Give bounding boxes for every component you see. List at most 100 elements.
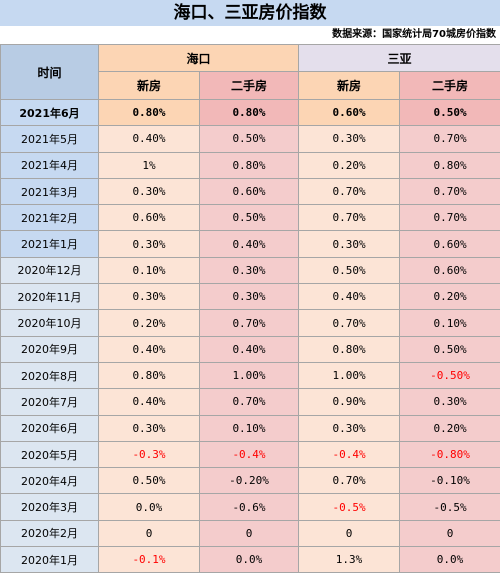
date-cell: 2020年9月 — [0, 335, 99, 363]
sanya-used-cell: 0.80% — [399, 151, 500, 179]
table-row: 2020年3月 0.0% -0.6% -0.5% -0.5% — [0, 493, 500, 521]
haikou-used-cell: -0.20% — [198, 467, 300, 495]
table-row: 2020年7月 0.40% 0.70% 0.90% 0.30% — [0, 388, 500, 416]
sanya-new-cell: 0.30% — [298, 414, 401, 442]
date-cell: 2021年4月 — [0, 151, 99, 179]
table-row: 2020年1月 -0.1% 0.0% 1.3% 0.0% — [0, 546, 500, 574]
haikou-used-cell: 0.40% — [198, 230, 300, 258]
header-row-cities: 时间 海口 三亚 — [0, 44, 500, 100]
haikou-new-cell: 0.60% — [98, 204, 200, 232]
haikou-used-header: 二手房 — [198, 71, 300, 100]
date-cell: 2020年8月 — [0, 361, 99, 390]
haikou-new-cell: 0.50% — [98, 467, 200, 495]
table-row: 2020年12月 0.10% 0.30% 0.50% 0.60% — [0, 256, 500, 285]
table-row: 2021年6月 0.80% 0.80% 0.60% 0.50% — [0, 98, 500, 127]
haikou-used-cell: 0.80% — [198, 151, 300, 179]
sanya-used-cell: -0.50% — [399, 361, 500, 390]
table-row: 2021年3月 0.30% 0.60% 0.70% 0.70% — [0, 177, 500, 206]
haikou-new-cell: 0.0% — [98, 493, 200, 521]
haikou-used-cell: 0 — [198, 519, 300, 548]
date-cell: 2021年5月 — [0, 125, 99, 153]
sanya-new-cell: 0.30% — [298, 125, 401, 153]
date-cell: 2021年6月 — [0, 98, 99, 127]
table-row: 2020年5月 -0.3% -0.4% -0.4% -0.80% — [0, 440, 500, 469]
haikou-new-cell: 0.40% — [98, 335, 200, 363]
date-cell: 2020年1月 — [0, 546, 99, 574]
date-cell: 2020年4月 — [0, 467, 99, 495]
table-body: 2021年6月 0.80% 0.80% 0.60% 0.50% 2021年5月 0.40% 0… — [0, 98, 500, 574]
sanya-used-cell: 0.20% — [399, 414, 500, 442]
sanya-new-cell: 0.70% — [298, 204, 401, 232]
sanya-used-cell: 0.0% — [399, 546, 500, 574]
haikou-new-cell: 0.30% — [98, 283, 200, 311]
haikou-used-cell: 0.60% — [198, 177, 300, 206]
sanya-used-cell: 0.20% — [399, 283, 500, 311]
sanya-new-cell: 0.50% — [298, 256, 401, 285]
city-header-sanya: 三亚 — [298, 44, 500, 72]
date-cell: 2020年12月 — [0, 256, 99, 285]
sanya-new-cell: 0.80% — [298, 335, 401, 363]
sheet-title: 海口、三亚房价指数 — [0, 0, 500, 26]
haikou-used-cell: 0.0% — [198, 546, 300, 574]
date-cell: 2020年11月 — [0, 283, 99, 311]
haikou-new-cell: 0 — [98, 519, 200, 548]
haikou-new-cell: 0.80% — [98, 361, 200, 390]
table-row: 2020年2月 0 0 0 0 — [0, 519, 500, 548]
haikou-new-header: 新房 — [98, 71, 200, 100]
header-row-types: 新房 二手房 新房 二手房 — [1, 71, 500, 100]
table-row: 2021年2月 0.60% 0.50% 0.70% 0.70% — [0, 204, 500, 232]
sanya-new-cell: 0.60% — [298, 98, 401, 127]
haikou-new-cell: 0.30% — [98, 230, 200, 258]
haikou-used-cell: 0.30% — [198, 283, 300, 311]
date-cell: 2020年3月 — [0, 493, 99, 521]
sanya-used-cell: 0.70% — [399, 204, 500, 232]
sanya-new-cell: -0.5% — [298, 493, 401, 521]
sanya-new-cell: 0.20% — [298, 151, 401, 179]
haikou-used-cell: 0.30% — [198, 256, 300, 285]
table-row: 2021年5月 0.40% 0.50% 0.30% 0.70% — [0, 125, 500, 153]
time-header: 时间 — [0, 44, 99, 100]
haikou-used-cell: 0.70% — [198, 309, 300, 337]
sanya-new-cell: 0.70% — [298, 309, 401, 337]
table-row: 2020年10月 0.20% 0.70% 0.70% 0.10% — [0, 309, 500, 337]
date-cell: 2020年2月 — [0, 519, 99, 548]
haikou-new-cell: 0.30% — [98, 414, 200, 442]
haikou-new-cell: 0.80% — [98, 98, 200, 127]
table-row: 2021年1月 0.30% 0.40% 0.30% 0.60% — [0, 230, 500, 258]
haikou-used-cell: 0.10% — [198, 414, 300, 442]
date-cell: 2020年7月 — [0, 388, 99, 416]
haikou-new-cell: 0.30% — [98, 177, 200, 206]
sanya-used-cell: 0.50% — [399, 335, 500, 363]
sanya-used-cell: 0 — [399, 519, 500, 548]
sanya-new-cell: 0.70% — [298, 177, 401, 206]
table-row: 2020年4月 0.50% -0.20% 0.70% -0.10% — [0, 467, 500, 495]
price-index-table: 时间 海口 三亚 新房 二手房 新房 二手房 2021年6月 0.80% 0.80%… — [0, 44, 500, 574]
sanya-new-header: 新房 — [298, 71, 401, 100]
haikou-used-cell: -0.4% — [198, 440, 300, 469]
sanya-used-cell: 0.60% — [399, 256, 500, 285]
sanya-new-cell: 0.30% — [298, 230, 401, 258]
haikou-new-cell: 0.40% — [98, 388, 200, 416]
haikou-new-cell: 0.10% — [98, 256, 200, 285]
sanya-new-cell: -0.4% — [298, 440, 401, 469]
date-cell: 2021年3月 — [0, 177, 99, 206]
table-row: 2021年4月 1% 0.80% 0.20% 0.80% — [0, 151, 500, 179]
haikou-new-cell: 0.40% — [98, 125, 200, 153]
sanya-used-cell: 0.70% — [399, 177, 500, 206]
sanya-used-cell: -0.10% — [399, 467, 500, 495]
date-cell: 2020年6月 — [0, 414, 99, 442]
sanya-used-cell: -0.5% — [399, 493, 500, 521]
sanya-new-cell: 1.3% — [298, 546, 401, 574]
sanya-new-cell: 0.90% — [298, 388, 401, 416]
sanya-used-cell: 0.30% — [399, 388, 500, 416]
sanya-used-cell: 0.50% — [399, 98, 500, 127]
sanya-new-cell: 0 — [298, 519, 401, 548]
haikou-new-cell: 1% — [98, 151, 200, 179]
table-row: 2020年9月 0.40% 0.40% 0.80% 0.50% — [0, 335, 500, 363]
haikou-new-cell: 0.20% — [98, 309, 200, 337]
haikou-used-cell: 0.70% — [198, 388, 300, 416]
sanya-used-cell: 0.70% — [399, 125, 500, 153]
haikou-used-cell: -0.6% — [198, 493, 300, 521]
date-cell: 2021年2月 — [0, 204, 99, 232]
